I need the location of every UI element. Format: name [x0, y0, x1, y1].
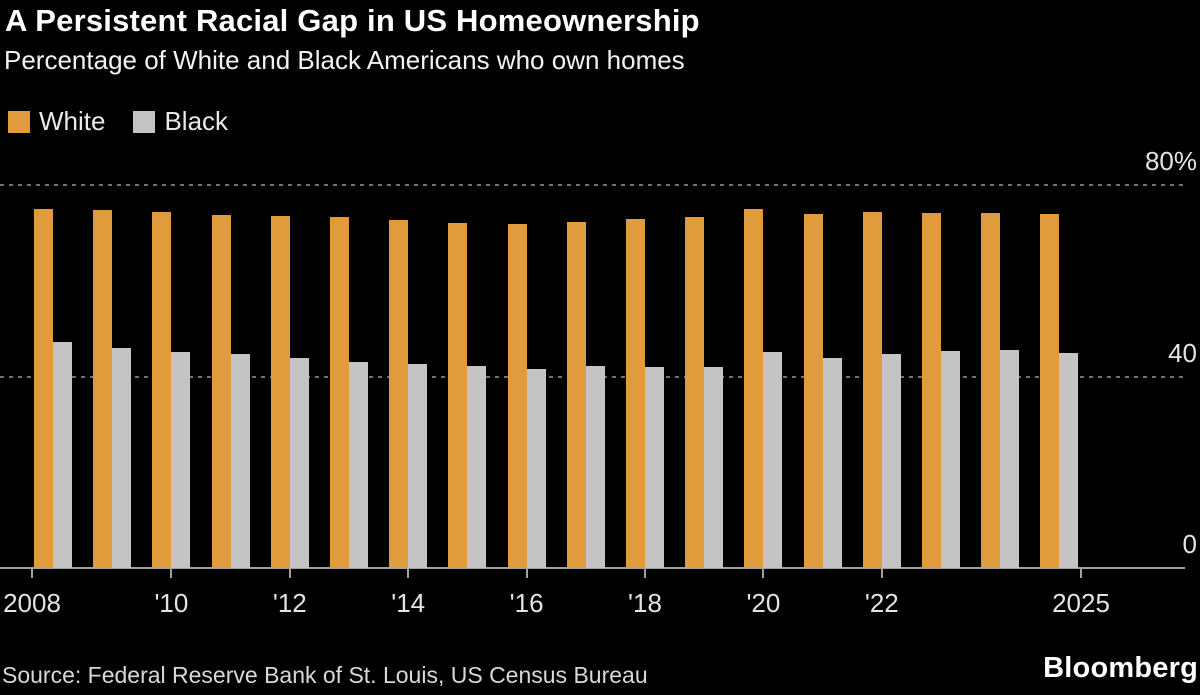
bar-black-2018: [645, 367, 664, 568]
x-tick-2022: [880, 569, 883, 578]
bar-group-2022: [862, 211, 901, 568]
bar-group-2010: [152, 211, 191, 568]
bar-white-2014: [389, 220, 409, 568]
bar-white-2012: [270, 216, 290, 568]
legend-item-white: White: [8, 106, 105, 137]
bar-group-2023: [922, 212, 960, 568]
bar-group-2012: [270, 216, 309, 568]
bar-white-2019: [685, 217, 705, 568]
x-axis-label-2022: '22: [864, 588, 899, 618]
bar-black-2015: [467, 365, 487, 568]
x-tick-2008: [31, 569, 33, 578]
bar-group-2020: [744, 208, 783, 568]
y-axis-label-80: 80%: [1144, 146, 1197, 176]
legend-label-white: White: [39, 106, 106, 136]
bar-white-2018: [626, 219, 645, 568]
x-axis-label-2020: '20: [746, 588, 781, 618]
bar-white-2015: [448, 223, 468, 568]
y-axis-label-40: 40: [1168, 337, 1197, 368]
bar-black-2016: [526, 369, 546, 568]
gridline-80: [0, 184, 1185, 186]
bar-black-2010: [171, 351, 191, 568]
bar-white-2022: [862, 211, 882, 568]
chart-subtitle: Percentage of White and Black Americans …: [4, 45, 685, 75]
legend-swatch-black-icon: [133, 110, 156, 133]
bar-black-2013: [349, 362, 368, 568]
bar-white-2008: [34, 208, 53, 568]
bar-white-2013: [330, 217, 349, 568]
bar-black-2024: [1000, 349, 1020, 568]
bar-black-2019: [704, 367, 724, 568]
bar-white-2017: [566, 221, 586, 568]
bar-group-2013: [330, 217, 368, 568]
bar-white-2010: [152, 211, 172, 568]
bar-group-2011: [211, 214, 250, 568]
bar-white-2023: [922, 212, 941, 568]
bar-group-2024: [981, 212, 1020, 568]
bar-group-2014: [389, 220, 428, 568]
bar-group-2015: [448, 223, 487, 568]
x-axis-baseline: [0, 567, 1185, 569]
bar-group-2018: [626, 219, 664, 568]
bar-white-2025: [1040, 213, 1060, 568]
bar-black-2009: [112, 347, 132, 568]
bar-black-2025: [1059, 353, 1079, 568]
x-axis-label-2018: '18: [628, 588, 662, 618]
source-note: Source: Federal Reserve Bank of St. Loui…: [2, 662, 648, 688]
x-axis-label-2012: '12: [272, 588, 307, 618]
x-tick-2025: [1080, 569, 1082, 578]
bar-white-2016: [507, 223, 527, 568]
bar-black-2008: [53, 341, 72, 568]
bar-black-2023: [941, 350, 960, 568]
legend-label-black: Black: [164, 106, 229, 136]
bar-black-2012: [289, 358, 309, 568]
x-tick-2014: [407, 569, 410, 578]
bar-white-2024: [981, 212, 1001, 568]
bloomberg-logo: Bloomberg: [1043, 652, 1198, 684]
bar-black-2011: [230, 354, 250, 568]
bar-group-2017: [566, 221, 605, 568]
bar-group-2021: [803, 214, 842, 568]
bar-black-2021: [822, 357, 842, 568]
x-tick-2018: [644, 569, 646, 578]
x-axis-label-2016: '16: [509, 588, 544, 618]
bar-group-2025: [1040, 213, 1079, 568]
bar-white-2020: [744, 208, 764, 568]
x-tick-2012: [288, 569, 291, 578]
legend: White Black: [8, 106, 228, 137]
x-tick-2020: [762, 569, 765, 578]
x-axis-label-2008: 2008: [3, 588, 61, 618]
bar-black-2020: [763, 352, 783, 568]
x-tick-2016: [525, 569, 528, 578]
bar-black-2022: [881, 353, 901, 568]
y-axis-label-0: 0: [1182, 529, 1197, 559]
x-axis-label-2025: 2025: [1052, 588, 1110, 618]
bar-group-2009: [93, 209, 132, 568]
legend-swatch-white-icon: [8, 110, 30, 133]
bar-white-2009: [93, 209, 113, 568]
bar-black-2014: [408, 364, 428, 568]
legend-item-black: Black: [133, 106, 228, 137]
x-tick-2010: [170, 569, 173, 578]
x-axis-label-2010: '10: [154, 588, 189, 618]
bar-black-2017: [585, 366, 605, 568]
bar-group-2019: [685, 217, 724, 568]
bar-white-2021: [803, 214, 823, 568]
chart-title: A Persistent Racial Gap in US Homeowners…: [5, 3, 700, 38]
x-axis-label-2014: '14: [391, 588, 426, 618]
bar-group-2008: [34, 208, 72, 568]
bar-white-2011: [211, 214, 231, 568]
bar-group-2016: [507, 223, 546, 568]
